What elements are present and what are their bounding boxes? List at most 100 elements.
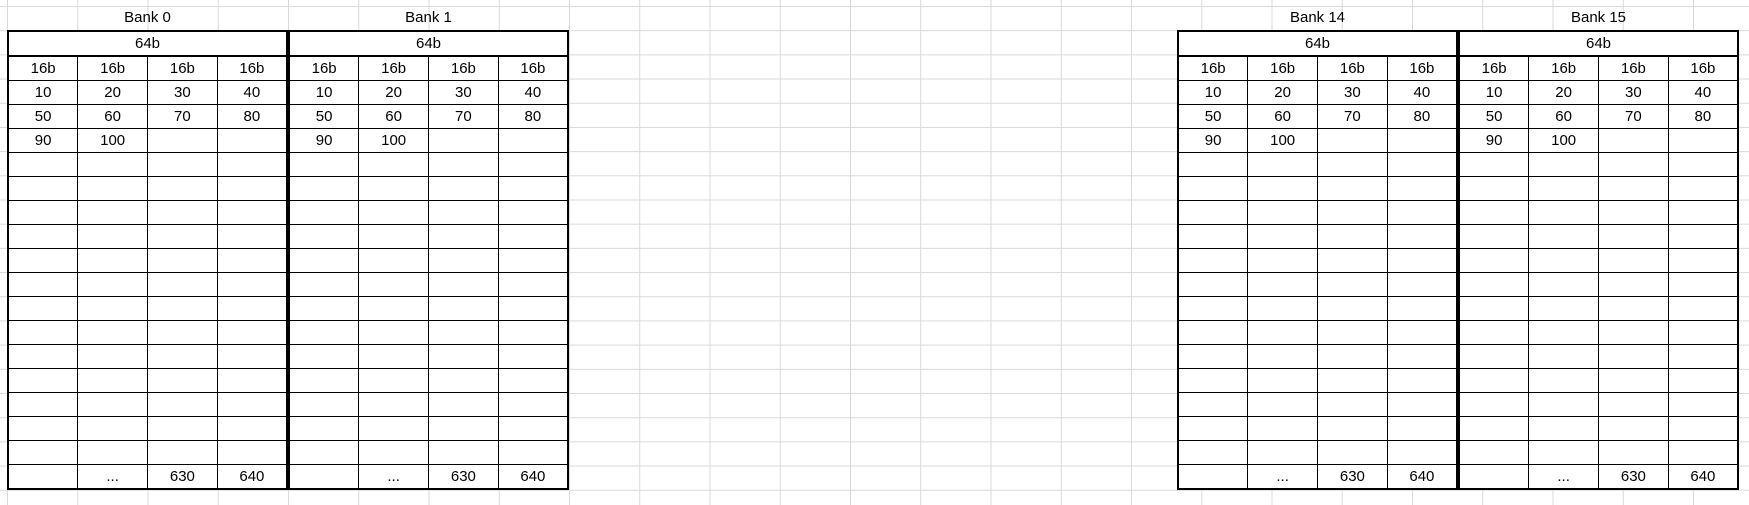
empty-cell[interactable] [288, 296, 360, 321]
empty-cell[interactable] [1598, 296, 1669, 321]
span-header-cell[interactable]: 64b [1177, 30, 1458, 57]
value-cell[interactable] [7, 464, 79, 490]
empty-cell[interactable] [1528, 176, 1599, 201]
empty-cell[interactable] [147, 248, 218, 273]
empty-cell[interactable] [7, 296, 79, 321]
empty-cell[interactable] [288, 368, 360, 393]
empty-cell[interactable] [1386, 200, 1458, 225]
empty-cell[interactable] [1317, 368, 1388, 393]
empty-cell[interactable] [1667, 416, 1739, 441]
empty-cell[interactable] [147, 368, 218, 393]
value-cell[interactable] [1598, 128, 1669, 153]
value-cell[interactable]: 50 [1458, 104, 1530, 129]
empty-cell[interactable] [358, 440, 429, 465]
empty-cell[interactable] [497, 296, 569, 321]
empty-cell[interactable] [358, 416, 429, 441]
empty-cell[interactable] [1598, 368, 1669, 393]
empty-cell[interactable] [147, 392, 218, 417]
empty-cell[interactable] [1598, 200, 1669, 225]
value-cell[interactable] [216, 128, 288, 153]
empty-cell[interactable] [77, 200, 148, 225]
column-header-cell[interactable]: 16b [216, 55, 288, 81]
empty-cell[interactable] [1458, 152, 1530, 177]
column-header-cell[interactable]: 16b [497, 55, 569, 81]
column-header-cell[interactable]: 16b [1598, 55, 1669, 81]
empty-cell[interactable] [1667, 368, 1739, 393]
value-cell[interactable]: 40 [216, 80, 288, 105]
empty-cell[interactable] [358, 320, 429, 345]
empty-cell[interactable] [1247, 176, 1318, 201]
empty-cell[interactable] [497, 392, 569, 417]
empty-cell[interactable] [1598, 392, 1669, 417]
empty-cell[interactable] [147, 440, 218, 465]
value-cell[interactable]: 630 [1598, 464, 1669, 490]
empty-cell[interactable] [497, 272, 569, 297]
empty-cell[interactable] [77, 248, 148, 273]
empty-cell[interactable] [1317, 248, 1388, 273]
empty-cell[interactable] [1247, 368, 1318, 393]
value-cell[interactable]: 20 [1528, 80, 1599, 105]
value-cell[interactable]: 90 [288, 128, 360, 153]
value-cell[interactable]: 80 [497, 104, 569, 129]
empty-cell[interactable] [288, 272, 360, 297]
empty-cell[interactable] [428, 416, 499, 441]
value-cell[interactable] [1667, 128, 1739, 153]
empty-cell[interactable] [1458, 416, 1530, 441]
empty-cell[interactable] [428, 368, 499, 393]
empty-cell[interactable] [1317, 152, 1388, 177]
value-cell[interactable]: 50 [288, 104, 360, 129]
empty-cell[interactable] [1247, 248, 1318, 273]
empty-cell[interactable] [1177, 152, 1249, 177]
value-cell[interactable]: ... [1528, 464, 1599, 490]
empty-cell[interactable] [288, 440, 360, 465]
value-cell[interactable]: 630 [428, 464, 499, 490]
empty-cell[interactable] [358, 176, 429, 201]
empty-cell[interactable] [7, 224, 79, 249]
column-header-cell[interactable]: 16b [147, 55, 218, 81]
empty-cell[interactable] [1177, 368, 1249, 393]
empty-cell[interactable] [358, 224, 429, 249]
empty-cell[interactable] [216, 152, 288, 177]
column-header-cell[interactable]: 16b [1528, 55, 1599, 81]
value-cell[interactable]: 60 [358, 104, 429, 129]
empty-cell[interactable] [1247, 440, 1318, 465]
empty-cell[interactable] [1317, 320, 1388, 345]
empty-cell[interactable] [497, 176, 569, 201]
empty-cell[interactable] [1247, 200, 1318, 225]
value-cell[interactable]: 10 [1177, 80, 1249, 105]
empty-cell[interactable] [428, 176, 499, 201]
empty-cell[interactable] [497, 200, 569, 225]
value-cell[interactable]: 20 [1247, 80, 1318, 105]
empty-cell[interactable] [1247, 392, 1318, 417]
empty-cell[interactable] [428, 248, 499, 273]
empty-cell[interactable] [7, 368, 79, 393]
empty-cell[interactable] [1528, 368, 1599, 393]
empty-cell[interactable] [1667, 272, 1739, 297]
empty-cell[interactable] [1247, 344, 1318, 369]
empty-cell[interactable] [1458, 296, 1530, 321]
empty-cell[interactable] [1317, 416, 1388, 441]
empty-cell[interactable] [288, 200, 360, 225]
value-cell[interactable]: 630 [1317, 464, 1388, 490]
value-cell[interactable]: ... [358, 464, 429, 490]
value-cell[interactable]: 70 [428, 104, 499, 129]
value-cell[interactable]: ... [77, 464, 148, 490]
empty-cell[interactable] [358, 200, 429, 225]
empty-cell[interactable] [1317, 272, 1388, 297]
empty-cell[interactable] [1177, 320, 1249, 345]
empty-cell[interactable] [1528, 344, 1599, 369]
empty-cell[interactable] [1386, 392, 1458, 417]
empty-cell[interactable] [77, 416, 148, 441]
empty-cell[interactable] [1667, 248, 1739, 273]
value-cell[interactable]: 640 [216, 464, 288, 490]
empty-cell[interactable] [1458, 392, 1530, 417]
empty-cell[interactable] [216, 272, 288, 297]
empty-cell[interactable] [1247, 152, 1318, 177]
empty-cell[interactable] [497, 344, 569, 369]
empty-cell[interactable] [1317, 200, 1388, 225]
empty-cell[interactable] [358, 296, 429, 321]
empty-cell[interactable] [77, 176, 148, 201]
value-cell[interactable]: 30 [147, 80, 218, 105]
empty-cell[interactable] [1386, 248, 1458, 273]
value-cell[interactable]: 100 [358, 128, 429, 153]
